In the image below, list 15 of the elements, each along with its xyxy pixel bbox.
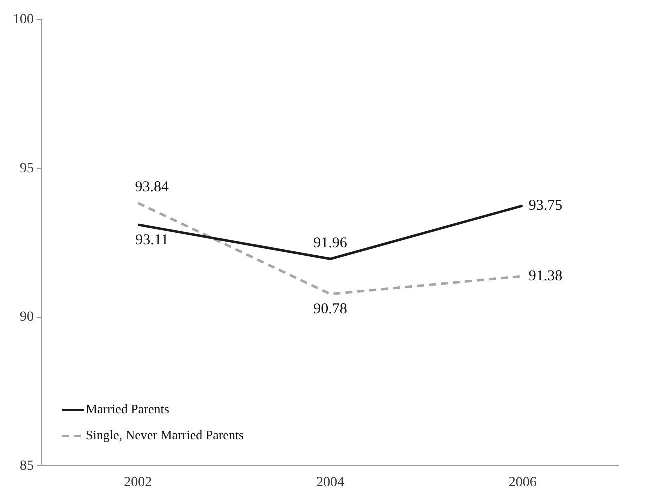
y-tick-label: 100 — [13, 12, 34, 28]
x-tick-label: 2006 — [508, 475, 537, 490]
y-tick-label: 90 — [20, 310, 34, 326]
y-tick-label: 85 — [20, 458, 34, 474]
legend-label: Married Parents — [86, 402, 170, 417]
y-tick-label: 95 — [20, 161, 34, 176]
data-label: 93.11 — [136, 232, 169, 248]
data-label: 90.78 — [314, 302, 348, 318]
legend-label: Single, Never Married Parents — [86, 428, 244, 443]
data-label: 91.38 — [528, 268, 563, 284]
data-label: 93.84 — [135, 180, 170, 196]
x-tick-label: 2002 — [124, 475, 152, 490]
x-tick-label: 2004 — [316, 475, 344, 490]
data-label: 91.96 — [314, 236, 348, 252]
data-label: 93.75 — [528, 198, 563, 214]
